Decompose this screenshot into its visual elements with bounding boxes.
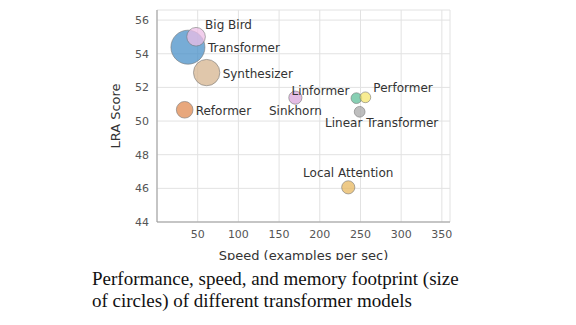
svg-text:250: 250 — [350, 228, 371, 241]
svg-text:300: 300 — [391, 228, 412, 241]
svg-text:48: 48 — [135, 149, 149, 162]
svg-text:Linformer: Linformer — [291, 84, 349, 98]
svg-text:Linear Transformer: Linear Transformer — [325, 116, 438, 130]
svg-text:50: 50 — [191, 228, 205, 241]
svg-text:46: 46 — [135, 182, 149, 195]
svg-text:Performer: Performer — [373, 81, 432, 95]
svg-text:Reformer: Reformer — [196, 104, 252, 118]
svg-text:44: 44 — [135, 216, 149, 229]
svg-text:56: 56 — [135, 14, 149, 27]
svg-text:350: 350 — [431, 228, 452, 241]
svg-text:150: 150 — [269, 228, 290, 241]
svg-text:50: 50 — [135, 115, 149, 128]
svg-text:LRA Score: LRA Score — [108, 83, 123, 148]
svg-text:100: 100 — [228, 228, 249, 241]
svg-text:Speed (examples per sec): Speed (examples per sec) — [219, 248, 389, 260]
svg-text:Transformer: Transformer — [207, 41, 280, 55]
svg-text:Big Bird: Big Bird — [205, 18, 252, 32]
svg-text:52: 52 — [135, 81, 149, 94]
html-text:Performance, speed, and memory: Performance, speed, and memory footprint… — [92, 268, 459, 289]
svg-text:Synthesizer: Synthesizer — [223, 67, 293, 81]
svg-text:54: 54 — [135, 48, 149, 61]
html-text:of circles) of different trans: of circles) of different transformer mod… — [92, 290, 412, 311]
svg-text:Sinkhorn: Sinkhorn — [269, 104, 322, 118]
svg-text:200: 200 — [309, 228, 330, 241]
svg-text:Local Attention: Local Attention — [303, 166, 393, 180]
